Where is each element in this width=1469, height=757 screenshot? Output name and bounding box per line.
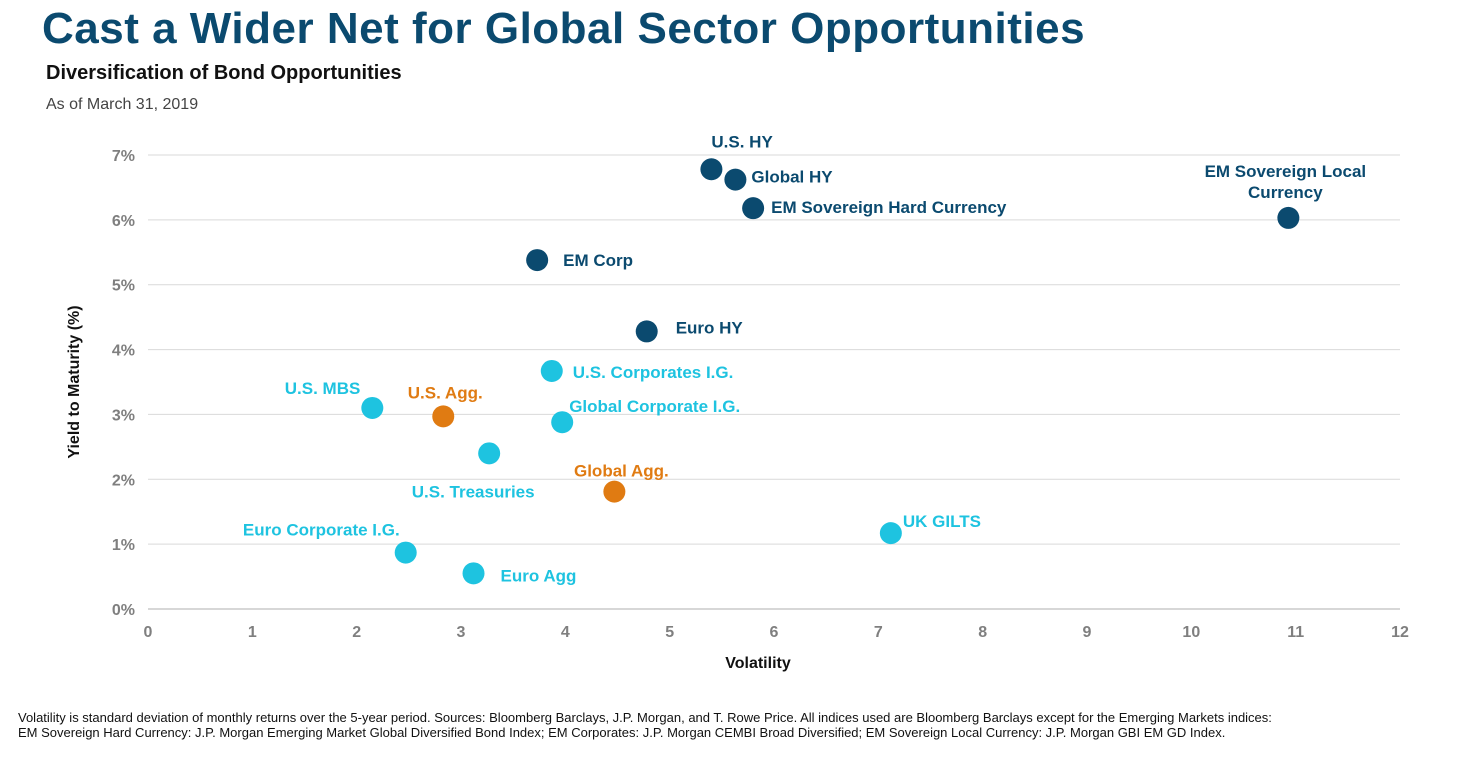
label-global-corporate-i-g: Global Corporate I.G. [569,397,740,416]
label-euro-hy: Euro HY [676,318,744,337]
data-points [361,158,1300,585]
point-u-s-treasuries [478,442,501,465]
point-u-s-agg [432,405,455,428]
y-tick-label: 7% [112,148,135,165]
y-tick-label: 0% [112,602,135,619]
scatter-chart: 0%1%2%3%4%5%6%7% 0 1 2 3 4 5 6 7 8 9 10 11 12 U.S. H… [66,132,1409,672]
point-global-corporate-i-g [551,411,574,434]
x-tick-label: 7 [874,624,883,641]
label-euro-agg: Euro Agg [501,566,577,585]
x-axis-title: Volatility [725,655,791,672]
y-axis-ticks: 0% 1% 2% 3% 4% 5% 6% 7% [112,148,135,619]
label-u-s-corporates-i-g: U.S. Corporates I.G. [573,363,734,382]
point-em-sovereign-hard-currency [742,197,765,220]
x-tick-label: 4 [561,624,570,641]
x-tick-label: 12 [1391,624,1409,641]
x-tick-label: 9 [1083,624,1092,641]
label-em-sovereign-hard-currency: EM Sovereign Hard Currency [771,198,1007,217]
x-tick-label: 11 [1287,624,1304,641]
point-em-corp [526,249,549,272]
x-tick-label: 3 [457,624,466,641]
x-axis-ticks: 0 1 2 3 4 5 6 7 8 9 10 11 12 [144,624,1409,641]
x-tick-label: 2 [352,624,361,641]
page-title: Cast a Wider Net for Global Sector Oppor… [42,4,1086,53]
point-euro-corporate-i-g [394,541,417,564]
x-tick-label: 5 [665,624,674,641]
point-global-agg [603,480,626,503]
point-global-hy [724,168,747,191]
footnote: Volatility is standard deviation of mont… [18,710,1458,740]
point-uk-gilts [879,522,902,545]
y-tick-label: 1% [112,537,135,554]
label-u-s-treasuries: U.S. Treasuries [412,482,535,501]
label-uk-gilts: UK GILTS [903,512,981,531]
label-u-s-hy: U.S. HY [711,132,773,151]
x-tick-label: 6 [770,624,779,641]
data-labels: U.S. HY Global HY EM Sovereign Hard Curren… [243,132,1366,585]
point-u-s-corporates-i-g [540,359,563,382]
y-tick-label: 5% [112,278,135,295]
point-u-s-hy [700,158,723,181]
label-euro-corporate-i-g: Euro Corporate I.G. [243,521,400,540]
y-tick-label: 4% [112,343,135,360]
x-tick-label: 1 [248,624,257,641]
footnote-line-1: Volatility is standard deviation of mont… [18,710,1272,725]
point-em-sovereign-local-currency [1277,206,1300,229]
y-tick-label: 3% [112,407,135,424]
y-axis-title: Yield to Maturity (%) [66,305,83,458]
chart-title: Diversification of Bond Opportunities [46,62,402,84]
gridlines [148,154,1400,545]
x-tick-label: 10 [1182,624,1200,641]
label-u-s-mbs: U.S. MBS [285,379,361,398]
label-u-s-agg: U.S. Agg. [408,383,483,402]
y-tick-label: 2% [112,472,135,489]
x-tick-label: 8 [978,624,987,641]
as-of-date: As of March 31, 2019 [46,96,199,113]
label-em-sovereign-local-currency: EM Sovereign Local Currency [1205,162,1367,202]
label-em-corp: EM Corp [563,251,633,270]
point-euro-agg [462,562,485,585]
label-global-hy: Global HY [751,168,833,187]
point-euro-hy [635,320,658,343]
label-global-agg: Global Agg. [574,462,669,481]
x-tick-label: 0 [144,624,153,641]
point-u-s-mbs [361,396,384,419]
y-tick-label: 6% [112,213,135,230]
footnote-line-2: EM Sovereign Hard Currency: J.P. Morgan … [18,725,1226,740]
